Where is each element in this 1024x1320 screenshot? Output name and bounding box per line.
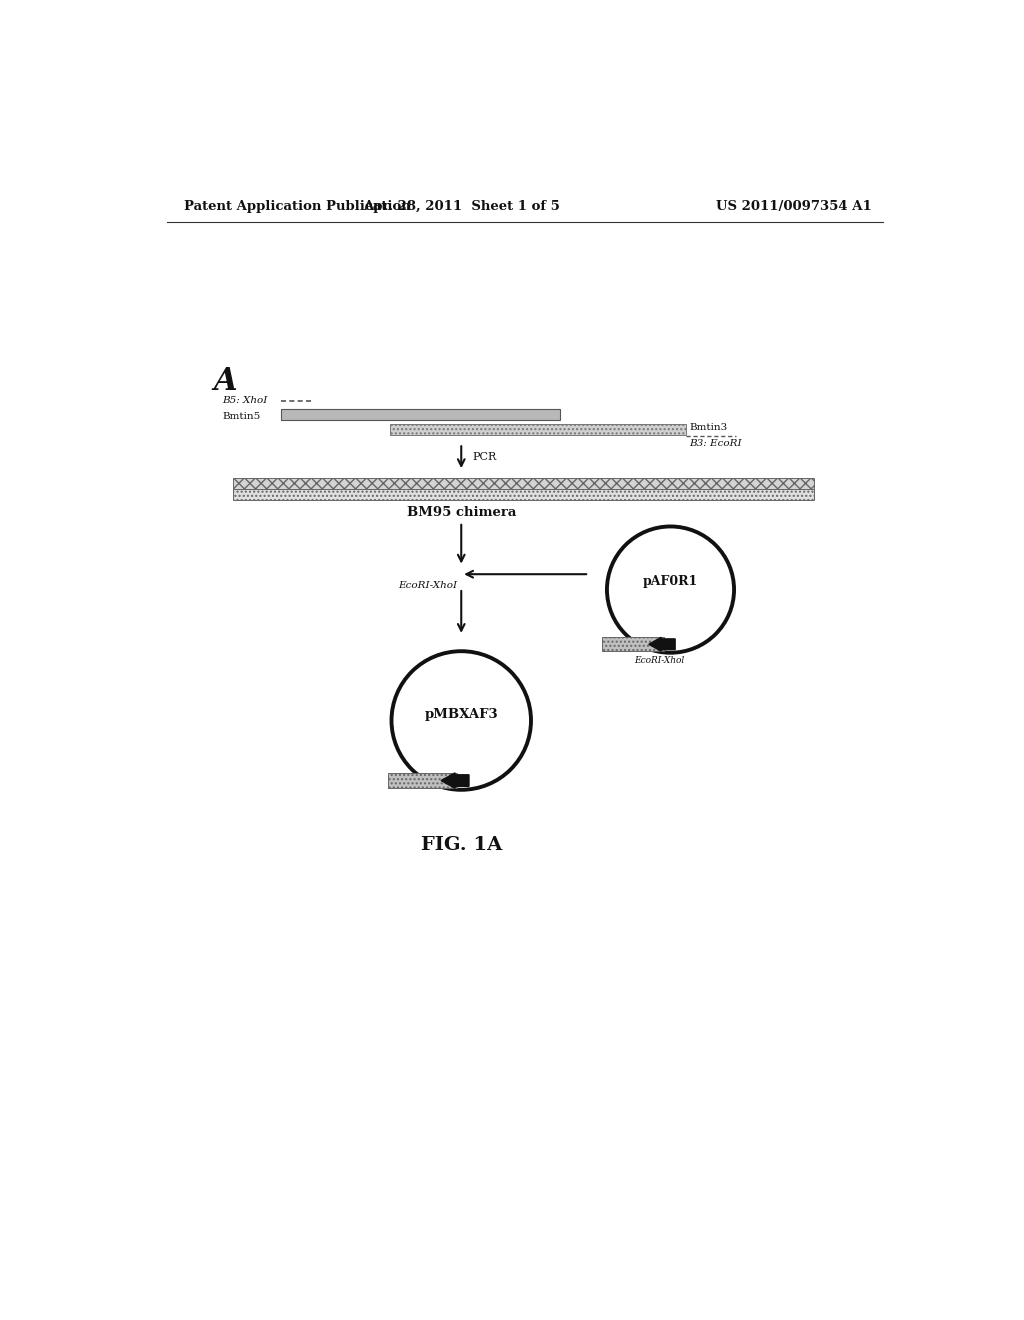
Text: Patent Application Publication: Patent Application Publication <box>183 199 411 213</box>
Text: A: A <box>213 367 237 397</box>
Bar <box>282 409 560 420</box>
Bar <box>390 424 686 434</box>
Text: Bmtin3: Bmtin3 <box>689 422 727 432</box>
Text: FIG. 1A: FIG. 1A <box>421 836 502 854</box>
Text: pMBXAF3: pMBXAF3 <box>424 708 498 721</box>
Text: US 2011/0097354 A1: US 2011/0097354 A1 <box>716 199 872 213</box>
Bar <box>232 488 814 499</box>
Circle shape <box>391 651 531 789</box>
Text: PCR: PCR <box>473 453 497 462</box>
Text: Apr. 28, 2011  Sheet 1 of 5: Apr. 28, 2011 Sheet 1 of 5 <box>362 199 560 213</box>
Bar <box>602 638 665 651</box>
Text: B3: EcoRI: B3: EcoRI <box>689 438 741 447</box>
Text: B5: XhoI: B5: XhoI <box>222 396 274 405</box>
Bar <box>232 478 814 488</box>
Bar <box>388 774 457 788</box>
Text: Bmtin5: Bmtin5 <box>222 412 261 421</box>
Circle shape <box>607 527 734 653</box>
Text: EcoRI-XhoI: EcoRI-XhoI <box>397 581 457 590</box>
Text: pAF0R1: pAF0R1 <box>643 576 698 589</box>
FancyArrow shape <box>441 774 469 788</box>
FancyArrow shape <box>649 638 675 651</box>
Text: BM95 chimera: BM95 chimera <box>407 507 516 520</box>
Text: EcoRI-Xhol: EcoRI-Xhol <box>634 656 684 665</box>
